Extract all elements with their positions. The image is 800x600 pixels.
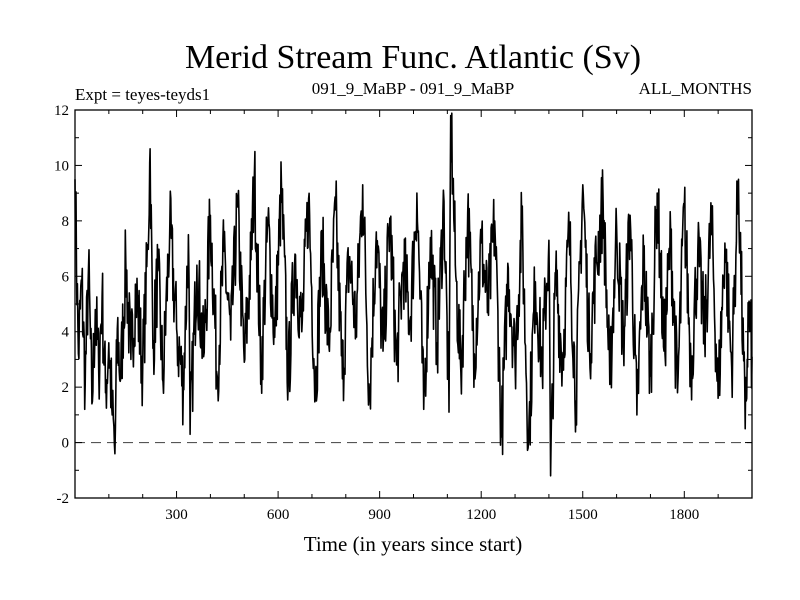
chart-title: Merid Stream Func. Atlantic (Sv) bbox=[185, 39, 641, 76]
y-tick-label: -2 bbox=[57, 491, 70, 507]
plot-area: -2 0 2 4 6 8 10 12 300 600 900 1200 1500 1800 bbox=[54, 103, 753, 523]
x-tick-label: 900 bbox=[368, 507, 391, 523]
y-tick-label: 6 bbox=[62, 269, 70, 285]
x-tick-label: 1200 bbox=[466, 507, 496, 523]
x-tick-label: 1500 bbox=[568, 507, 598, 523]
y-tick-label: 10 bbox=[54, 158, 69, 174]
x-tick-label: 300 bbox=[165, 507, 188, 523]
y-tick-label: 12 bbox=[54, 103, 69, 119]
y-tick-label: 0 bbox=[62, 436, 70, 452]
x-axis-label: Time (in years since start) bbox=[304, 532, 523, 556]
chart-subtitle-period: 091_9_MaBP - 091_9_MaBP bbox=[312, 79, 514, 98]
y-tick-label: 2 bbox=[62, 380, 70, 396]
chart-subtitle-months: ALL_MONTHS bbox=[639, 79, 752, 98]
chart-subtitle-experiment: Expt = teyes-teyds1 bbox=[75, 85, 210, 104]
y-tick-label: 8 bbox=[62, 214, 70, 230]
y-tick-label: 4 bbox=[62, 325, 70, 341]
x-tick-label: 600 bbox=[267, 507, 290, 523]
series-line-0 bbox=[74, 112, 753, 477]
x-tick-label: 1800 bbox=[669, 507, 699, 523]
